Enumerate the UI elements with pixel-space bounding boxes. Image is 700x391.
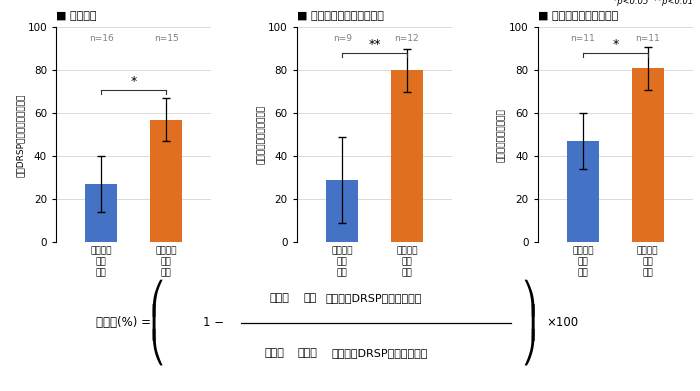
Text: ■ 抑うつ状態に関する評価: ■ 抑うつ状態に関する評価	[297, 11, 384, 21]
Text: 不使用: 不使用	[298, 348, 318, 358]
Text: 時月経前DRSPスコアー１）: 時月経前DRSPスコアー１）	[331, 348, 428, 358]
Text: （試料: （試料	[270, 293, 290, 303]
Text: n=12: n=12	[395, 34, 419, 43]
Text: n=9: n=9	[332, 34, 351, 43]
Bar	[85, 184, 118, 242]
Bar	[631, 68, 664, 242]
Text: n=11: n=11	[636, 34, 660, 43]
Bar	[391, 70, 423, 242]
Text: 改善率(%) =: 改善率(%) =	[95, 316, 150, 329]
Bar	[150, 120, 182, 242]
Text: ■ 不安症状に関する評価: ■ 不安症状に関する評価	[538, 11, 618, 21]
Text: *: *	[612, 38, 618, 51]
Text: 時月経前DRSPスコアー１）: 時月経前DRSPスコアー１）	[326, 293, 422, 303]
Text: *: *	[131, 75, 136, 88]
Text: 1 −: 1 −	[203, 316, 224, 329]
Text: ■ 総合評価: ■ 総合評価	[56, 11, 97, 21]
Text: n=15: n=15	[154, 34, 178, 43]
Text: *p<0.05  **p<0.01: *p<0.05 **p<0.01	[612, 0, 693, 6]
Text: ⎛
⎜
⎝: ⎛ ⎜ ⎝	[150, 280, 165, 365]
Text: （試料: （試料	[264, 348, 284, 358]
Text: n=16: n=16	[89, 34, 113, 43]
Text: ⎞
⎟
⎠: ⎞ ⎟ ⎠	[521, 280, 536, 365]
Bar	[326, 180, 358, 242]
Text: **: **	[368, 38, 381, 51]
Y-axis label: 総合DRSPスコア改善率（％）: 総合DRSPスコア改善率（％）	[15, 93, 24, 177]
Text: ×100: ×100	[546, 316, 578, 329]
Y-axis label: 不安症状改善率（％）: 不安症状改善率（％）	[497, 108, 506, 162]
Y-axis label: 抑うつ状態改善率（％）: 抑うつ状態改善率（％）	[256, 105, 265, 165]
Text: n=11: n=11	[570, 34, 595, 43]
Text: 使用: 使用	[303, 293, 316, 303]
Bar	[567, 141, 599, 242]
